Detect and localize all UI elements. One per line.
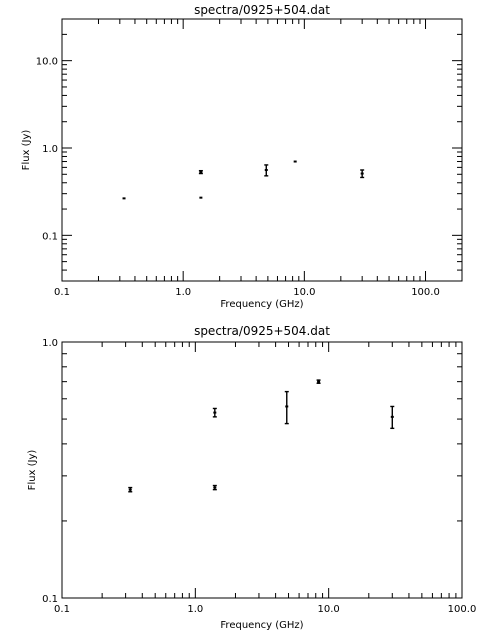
bottom-chart-xlabel: Frequency (GHz) (220, 620, 303, 631)
data-point (264, 164, 269, 177)
top-chart: spectra/0925+504.dat 0.1 1.0 10.0 100.0 0.1 1… (21, 3, 463, 310)
point-marker (317, 380, 321, 383)
data-point (199, 196, 203, 199)
bottom-chart-title: spectra/0925+504.dat (194, 324, 330, 338)
data-point (316, 379, 321, 384)
data-point (122, 197, 126, 200)
bottom-chart-ylabel: Flux (Jy) (27, 450, 38, 491)
point-marker (213, 486, 217, 489)
bottom-chart-frame (61, 341, 463, 599)
x-tick-label: 100.0 (448, 604, 477, 615)
data-point (360, 169, 365, 179)
x-tick-label: 0.1 (54, 287, 70, 298)
point-marker (293, 160, 297, 163)
point-marker (122, 197, 126, 200)
y-tick-label: 0.1 (42, 231, 58, 242)
data-point (284, 390, 289, 425)
x-tick-label: 10.0 (293, 287, 315, 298)
top-chart-title: spectra/0925+504.dat (194, 3, 330, 17)
bottom-chart-ticks: 0.1 1.0 10.0 100.0 0.1 1.0 (42, 338, 476, 615)
data-point (128, 486, 133, 493)
point-marker (360, 172, 364, 175)
x-tick-label: 1.0 (187, 604, 203, 615)
top-chart-ylabel: Flux (Jy) (21, 130, 32, 171)
point-marker (390, 415, 394, 418)
x-tick-label: 100.0 (411, 287, 440, 298)
y-tick-label: 1.0 (42, 144, 58, 155)
point-marker (213, 411, 217, 414)
y-tick-label: 1.0 (42, 338, 58, 349)
y-tick-label: 0.1 (42, 594, 58, 605)
x-tick-label: 0.1 (54, 604, 70, 615)
point-marker (199, 171, 203, 174)
point-marker (264, 168, 268, 171)
y-tick-label: 10.0 (36, 57, 58, 68)
bottom-chart: spectra/0925+504.dat 0.1 1.0 10.0 100.0 0.1 1… (27, 324, 476, 631)
x-tick-label: 10.0 (318, 604, 340, 615)
point-marker (128, 488, 132, 491)
point-marker (285, 405, 289, 408)
data-point (198, 169, 203, 175)
data-point (212, 484, 217, 491)
bottom-chart-points (128, 379, 395, 493)
top-chart-xlabel: Frequency (GHz) (220, 299, 303, 310)
data-point (390, 405, 395, 430)
top-chart-ticks: 0.1 1.0 10.0 100.0 0.1 1.0 10.0 (36, 18, 463, 298)
data-point (212, 407, 217, 418)
top-chart-frame (61, 18, 463, 282)
x-tick-label: 1.0 (175, 287, 191, 298)
data-point (293, 160, 297, 163)
point-marker (199, 196, 203, 199)
top-chart-points (122, 160, 365, 200)
